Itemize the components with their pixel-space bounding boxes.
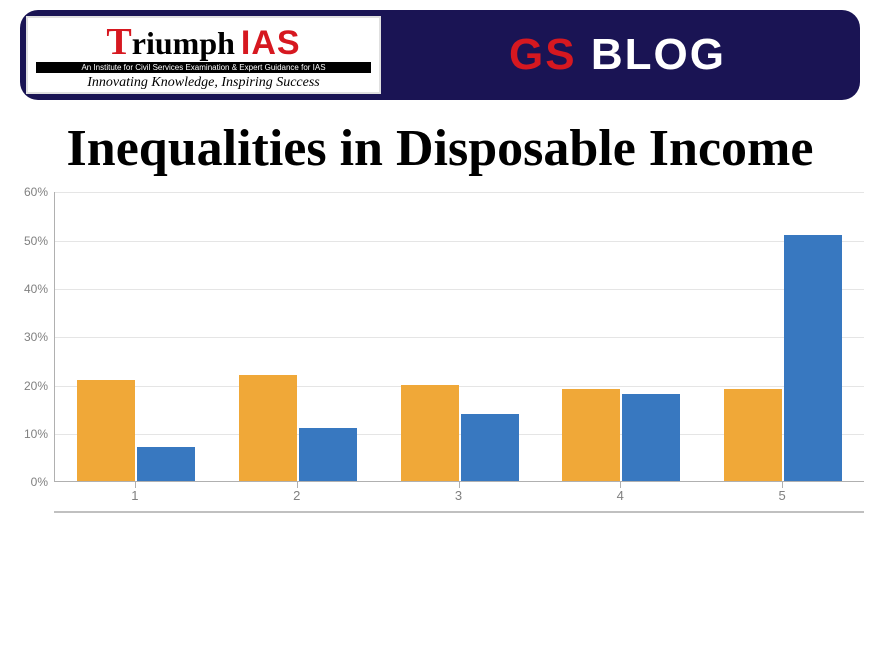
y-tick-label: 40% [24, 282, 48, 296]
bar-group [562, 389, 680, 481]
x-tick-label: 1 [131, 488, 138, 503]
logo-letter-t: T [106, 21, 131, 63]
x-tick-mark [782, 482, 783, 488]
bar-series-b [137, 447, 195, 481]
bar-series-a [77, 380, 135, 482]
y-tick-label: 20% [24, 379, 48, 393]
page-title: Inequalities in Disposable Income [40, 120, 840, 177]
bar-series-a [724, 389, 782, 481]
banner-text-gs: GS [509, 30, 577, 79]
x-tick-mark [297, 482, 298, 488]
x-axis-baseline [54, 511, 864, 513]
x-tick-mark [620, 482, 621, 488]
banner-title: GS BLOG [381, 30, 854, 80]
x-tick-label: 4 [617, 488, 624, 503]
logo-tagline: Innovating Knowledge, Inspiring Success [87, 75, 320, 91]
bar-series-a [562, 389, 620, 481]
y-tick-label: 0% [31, 475, 48, 489]
bar-series-a [401, 385, 459, 482]
x-axis-labels: 1 2 3 4 5 [54, 488, 864, 508]
y-tick-label: 50% [24, 234, 48, 248]
banner-text-blog: BLOG [577, 30, 726, 79]
y-axis: 0%10%20%30%40%50%60% [10, 192, 54, 482]
bar-series-b [784, 235, 842, 482]
bar-series-b [299, 428, 357, 481]
bar-group [724, 235, 842, 482]
logo-brand: Triumph [106, 20, 235, 64]
logo-box: Triumph IAS An Institute for Civil Servi… [26, 16, 381, 94]
y-tick-label: 30% [24, 330, 48, 344]
bar-series-a [239, 375, 297, 481]
x-tick-label: 3 [455, 488, 462, 503]
chart: 0%10%20%30%40%50%60% 12345 [10, 192, 870, 522]
y-tick-label: 10% [24, 427, 48, 441]
bar-group [77, 380, 195, 482]
bar-group [401, 385, 519, 482]
x-tick-mark [459, 482, 460, 488]
plot-area [54, 192, 864, 482]
bar-group [239, 375, 357, 481]
x-tick-label: 2 [293, 488, 300, 503]
x-tick-label: 5 [778, 488, 785, 503]
bar-series-b [461, 414, 519, 482]
bar-series-b [622, 394, 680, 481]
logo-main: Triumph IAS [106, 20, 300, 64]
header-banner: Triumph IAS An Institute for Civil Servi… [20, 10, 860, 100]
logo-suffix: IAS [241, 24, 301, 63]
y-tick-label: 60% [24, 185, 48, 199]
logo-brand-rest: riumph [132, 25, 235, 61]
gridline [55, 192, 864, 193]
x-tick-mark [135, 482, 136, 488]
